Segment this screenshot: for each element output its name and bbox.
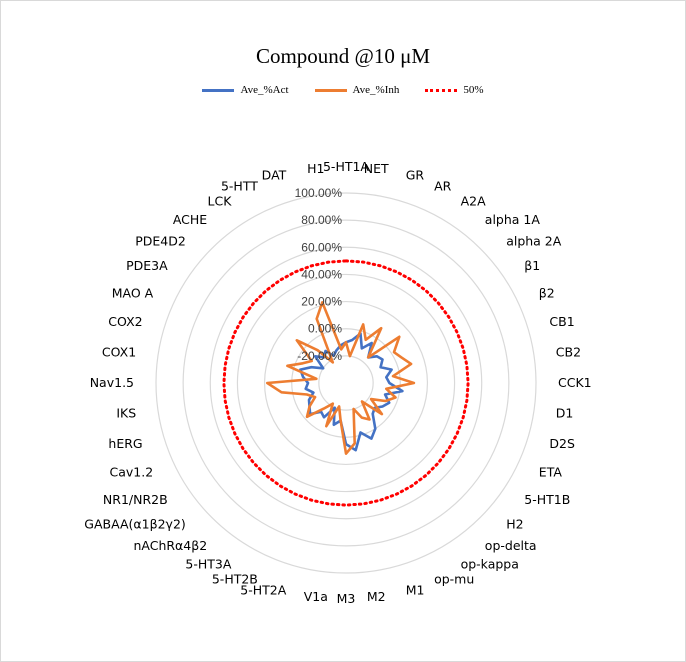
category-label: CCK1	[558, 375, 592, 390]
legend-swatch-act	[202, 88, 235, 92]
category-label: β1	[524, 258, 540, 273]
series-line-3	[222, 259, 470, 507]
category-label: op-mu	[434, 572, 474, 587]
category-label: GR	[406, 168, 425, 183]
category-label: ACHE	[173, 212, 207, 227]
category-label: 5-HT3A	[185, 557, 231, 572]
category-label: 5-HT2A	[240, 582, 286, 597]
grid-ring	[209, 246, 483, 520]
category-label: D1	[556, 406, 574, 421]
legend-item-act: Ave_%Act	[202, 84, 289, 96]
category-label: NR1/NR2B	[103, 492, 168, 507]
category-label: nAChRα4β2	[133, 538, 207, 553]
category-label: GABAA(α1β2γ2)	[84, 516, 186, 531]
category-label: M1	[406, 582, 425, 597]
category-label: op-kappa	[461, 557, 519, 572]
category-label: 5-HT1B	[524, 492, 570, 507]
category-label: DAT	[262, 168, 287, 183]
category-label: alpha 2A	[506, 234, 562, 249]
category-label: D2S	[549, 436, 575, 451]
legend-swatch-inh	[314, 88, 347, 92]
category-label: hERG	[108, 436, 142, 451]
grid-ring	[318, 355, 374, 411]
category-label: MAO A	[112, 285, 154, 300]
series-line-2	[265, 300, 416, 455]
category-label: β2	[539, 285, 555, 300]
grid-ring	[155, 192, 537, 574]
legend: Ave_%Act Ave_%Inh 50%	[0, 84, 686, 96]
category-label: Cav1.2	[110, 465, 154, 480]
grid-ring	[182, 219, 510, 547]
category-label: V1a	[304, 589, 328, 604]
category-label: COX1	[102, 344, 136, 359]
category-label: IKS	[116, 406, 136, 421]
category-label: PDE4D2	[135, 234, 186, 249]
tick-label: 0.00%	[308, 322, 342, 336]
category-label: COX2	[108, 314, 142, 329]
legend-item-50: 50%	[425, 84, 484, 96]
category-label: PDE3A	[126, 258, 168, 273]
tick-label: 100.00%	[295, 186, 343, 200]
legend-label-act: Ave_%Act	[240, 84, 289, 96]
category-label: op-delta	[485, 538, 537, 553]
tick-label: 60.00%	[301, 240, 342, 254]
category-label: M3	[337, 591, 356, 606]
category-label: A2A	[461, 193, 487, 208]
tick-label: -20.00%	[297, 349, 342, 363]
tick-label: 20.00%	[301, 295, 342, 309]
category-label: CB2	[556, 344, 581, 359]
category-label: M2	[367, 589, 386, 604]
grid-ring	[291, 328, 401, 438]
legend-label-inh: Ave_%Inh	[352, 84, 400, 96]
category-label: 5-HTT	[221, 179, 258, 194]
category-label: LCK	[208, 193, 233, 208]
grid-ring	[263, 300, 429, 466]
legend-item-inh: Ave_%Inh	[314, 84, 400, 96]
category-label: AR	[434, 179, 452, 194]
category-label: alpha 1A	[485, 212, 541, 227]
category-label: 5-HT1A	[323, 159, 369, 174]
category-label: Nav1.5	[90, 375, 134, 390]
grid-ring	[236, 273, 456, 493]
category-label: H1	[307, 161, 324, 176]
category-label: H2	[506, 516, 523, 531]
category-label: NET	[364, 161, 389, 176]
tick-label: 40.00%	[301, 267, 342, 281]
category-label: ETA	[539, 465, 563, 480]
category-label: CB1	[549, 314, 574, 329]
category-label: 5-HT2B	[212, 572, 258, 587]
legend-swatch-50	[425, 88, 458, 92]
tick-label: 80.00%	[301, 213, 342, 227]
series-line-1	[299, 332, 404, 452]
chart-title: Compound @10 μM	[255, 44, 431, 68]
legend-label-50: 50%	[463, 84, 484, 96]
